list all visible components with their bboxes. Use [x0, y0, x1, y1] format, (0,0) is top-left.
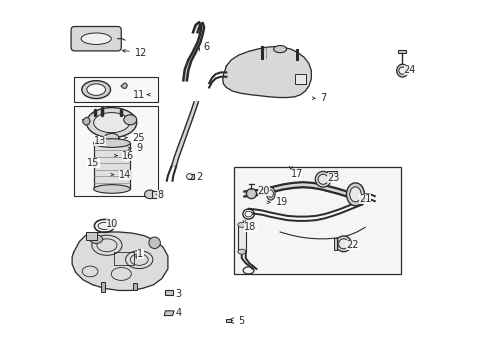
- Polygon shape: [164, 311, 174, 316]
- Ellipse shape: [81, 33, 111, 44]
- Bar: [94, 143, 130, 189]
- Ellipse shape: [274, 45, 287, 53]
- Bar: [87, 232, 97, 240]
- Bar: [74, 77, 158, 102]
- Text: 10: 10: [106, 219, 119, 229]
- Text: 5: 5: [239, 316, 245, 325]
- Text: 11: 11: [133, 90, 146, 100]
- Polygon shape: [200, 27, 204, 35]
- Polygon shape: [183, 69, 188, 80]
- Ellipse shape: [238, 222, 245, 227]
- Polygon shape: [172, 102, 198, 166]
- Polygon shape: [199, 22, 204, 27]
- Bar: [133, 283, 137, 291]
- Bar: [295, 74, 306, 84]
- Polygon shape: [193, 42, 200, 53]
- Text: 14: 14: [119, 170, 131, 180]
- Text: 21: 21: [359, 194, 371, 204]
- Bar: [152, 192, 161, 198]
- Polygon shape: [122, 83, 127, 88]
- Polygon shape: [196, 22, 203, 26]
- Text: 18: 18: [245, 222, 257, 232]
- Text: 7: 7: [320, 93, 326, 103]
- Text: 24: 24: [403, 64, 416, 75]
- Bar: [74, 106, 158, 196]
- Ellipse shape: [145, 190, 155, 199]
- Polygon shape: [188, 51, 196, 61]
- Ellipse shape: [87, 84, 105, 95]
- Bar: [166, 290, 173, 296]
- Text: 9: 9: [136, 143, 142, 153]
- Text: 1: 1: [137, 248, 144, 258]
- Text: 6: 6: [204, 42, 210, 52]
- Ellipse shape: [87, 108, 137, 138]
- Ellipse shape: [94, 113, 129, 133]
- Bar: [114, 252, 134, 265]
- Text: 8: 8: [157, 190, 164, 201]
- Text: 12: 12: [135, 48, 147, 58]
- Text: 4: 4: [175, 309, 181, 318]
- Ellipse shape: [269, 190, 273, 197]
- Text: 16: 16: [122, 150, 135, 161]
- Ellipse shape: [238, 249, 245, 254]
- Polygon shape: [185, 60, 191, 70]
- Ellipse shape: [90, 235, 102, 243]
- Bar: [188, 174, 194, 179]
- FancyBboxPatch shape: [71, 27, 122, 51]
- Ellipse shape: [350, 187, 361, 202]
- Bar: [334, 238, 337, 250]
- Ellipse shape: [124, 115, 137, 125]
- Text: 25: 25: [132, 133, 145, 143]
- Polygon shape: [193, 25, 200, 32]
- Text: 13: 13: [94, 136, 106, 146]
- Ellipse shape: [346, 183, 365, 206]
- Bar: [398, 50, 406, 53]
- Ellipse shape: [82, 81, 111, 99]
- Ellipse shape: [267, 187, 275, 200]
- Text: 15: 15: [87, 158, 99, 168]
- Bar: [238, 225, 245, 252]
- Text: 3: 3: [175, 289, 181, 299]
- Bar: [101, 282, 105, 292]
- Ellipse shape: [336, 236, 351, 252]
- Ellipse shape: [98, 222, 111, 229]
- Text: 22: 22: [346, 240, 359, 250]
- Ellipse shape: [94, 185, 130, 193]
- Ellipse shape: [187, 174, 192, 179]
- Text: 19: 19: [275, 197, 288, 207]
- Bar: [327, 171, 337, 175]
- Ellipse shape: [149, 237, 160, 248]
- Ellipse shape: [245, 211, 252, 217]
- Ellipse shape: [318, 174, 328, 184]
- Ellipse shape: [246, 189, 256, 199]
- Polygon shape: [72, 232, 168, 291]
- Ellipse shape: [399, 67, 406, 74]
- Text: 17: 17: [291, 168, 303, 179]
- Text: 20: 20: [258, 186, 270, 197]
- Polygon shape: [83, 117, 90, 125]
- Ellipse shape: [397, 64, 408, 77]
- Ellipse shape: [104, 134, 119, 142]
- Bar: [234, 167, 401, 274]
- Ellipse shape: [339, 239, 349, 249]
- Ellipse shape: [315, 171, 331, 187]
- Text: 23: 23: [327, 173, 339, 183]
- Polygon shape: [223, 46, 311, 98]
- Ellipse shape: [94, 139, 130, 147]
- Text: 2: 2: [196, 172, 203, 182]
- Polygon shape: [197, 34, 203, 43]
- Bar: [226, 319, 231, 322]
